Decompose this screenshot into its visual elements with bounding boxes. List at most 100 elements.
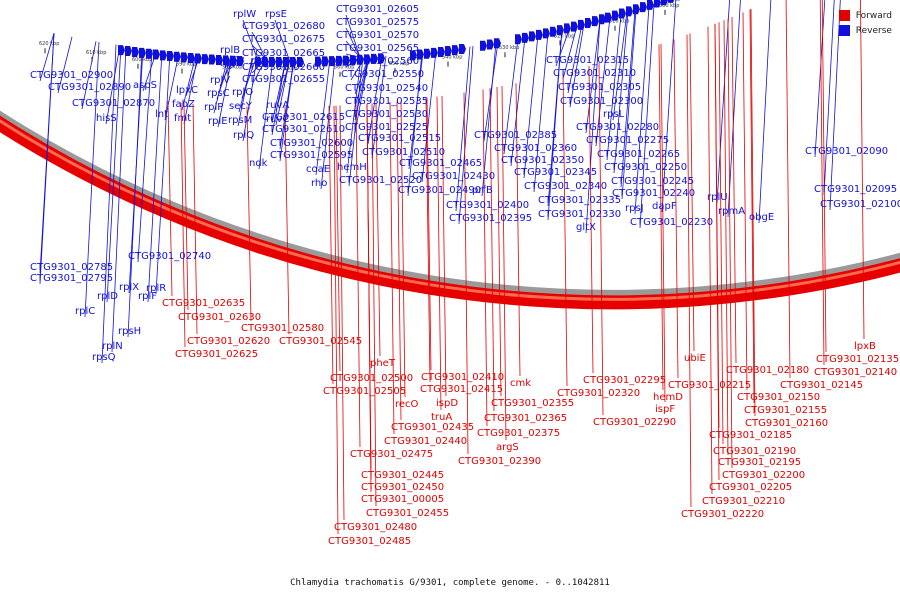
gene-leader-line [242, 58, 258, 142]
gene-label: CTG9301_02195 [718, 457, 801, 468]
reverse-gene-arrow [661, 0, 668, 6]
gene-leader-line [585, 19, 601, 234]
gene-label: CTG9301_02310 [553, 68, 636, 79]
reverse-gene-arrow [174, 51, 181, 62]
reverse-gene-arrow [322, 56, 329, 67]
legend: Forward Reverse [838, 8, 892, 38]
reverse-gene-arrow [564, 23, 571, 34]
gene-leader-line [727, 0, 741, 218]
backbone-inner-highlight [0, 119, 900, 301]
gene-leader-line [251, 44, 267, 59]
gene-label: hisS [96, 113, 117, 124]
reverse-gene-arrow [529, 31, 536, 42]
gene-label: CTG9301_02675 [242, 34, 325, 45]
gene-label: CTG9301_02580 [241, 323, 324, 334]
gene-leader-line [547, 29, 563, 221]
legend-reverse-label: Reverse [855, 25, 892, 36]
reverse-gene-arrow [626, 6, 633, 17]
gene-leader-line [355, 104, 361, 448]
reverse-gene-arrow [522, 32, 529, 43]
gene-label: CTG9301_02375 [477, 428, 560, 439]
gene-leader-line [354, 56, 370, 134]
scale-tick-label: 610 kbp [86, 50, 106, 56]
reverse-gene-arrow [216, 54, 223, 65]
gene-label: rplN [102, 341, 123, 352]
reverse-gene-arrow [599, 14, 606, 25]
gene-label: CTG9301_02445 [361, 470, 444, 481]
reverse-gene-arrow [146, 48, 153, 59]
gene-labels: CTG9301_02900CTG9301_02890CTG9301_02870a… [30, 4, 900, 547]
gene-leader-line [237, 57, 253, 127]
reverse-gene-arrow [371, 53, 378, 64]
gene-label: CTG9301_02245 [611, 176, 694, 187]
gene-label: CTG9301_02635 [162, 298, 245, 309]
gene-leader-line [275, 58, 291, 126]
gene-leader-line [127, 48, 143, 338]
reverse-gene-arrows [118, 0, 681, 67]
reverse-gene-arrow [350, 55, 357, 66]
reverse-gene-arrow [515, 34, 522, 45]
gene-label: rplR [146, 283, 166, 294]
gene-leader-line [718, 22, 724, 445]
reverse-gene-arrow [557, 25, 564, 36]
gene-label: rpmA [718, 206, 745, 217]
reverse-gene-arrow [223, 55, 230, 66]
reverse-gene-arrow [230, 55, 237, 66]
scale-tick-label: 510 kbp [609, 19, 629, 25]
reverse-gene-arrow [438, 46, 445, 57]
gene-leader-line [533, 32, 549, 193]
gene-leader-line [455, 46, 471, 212]
gene-leader-line [598, 63, 604, 416]
reverse-gene-arrow [237, 56, 244, 67]
gene-leader-line [333, 105, 339, 535]
gene-label: CTG9301_02345 [514, 167, 597, 178]
gene-label: CTG9301_02240 [612, 188, 695, 199]
gene-label: CTG9301_02335 [538, 195, 621, 206]
gene-leader-line [328, 106, 334, 385]
gene-label: CTG9301_02300 [560, 96, 643, 107]
label-leader-lines [39, 0, 865, 535]
gene-leader-line [503, 38, 519, 155]
gene-leader-line [396, 101, 402, 421]
reverse-gene-arrow [585, 18, 592, 29]
gene-label: CTG9301_02475 [350, 449, 433, 460]
gene-leader-line [217, 57, 233, 128]
gene-leader-line [562, 72, 568, 387]
reverse-gene-arrow [417, 49, 424, 60]
gene-label: CTG9301_02680 [242, 21, 325, 32]
gene-leader-line [426, 97, 432, 371]
reverse-gene-arrow [364, 54, 371, 65]
gene-leader-line [686, 34, 692, 508]
gene-leader-line [689, 33, 695, 352]
gene-label: ispD [436, 398, 458, 409]
reverse-gene-arrow [343, 55, 350, 66]
reverse-gene-arrow [357, 54, 364, 65]
gene-leader-line [588, 65, 594, 374]
gene-leader-line [441, 95, 447, 397]
gene-label: CTG9301_02265 [597, 149, 680, 160]
scale-tick-label: 520 kbp [554, 33, 574, 39]
reverse-gene-arrow [315, 56, 322, 67]
gene-leader-line [213, 56, 229, 114]
legend-forward: Forward [838, 8, 892, 23]
reverse-gene-arrow [459, 44, 466, 55]
gene-label: rpsL [603, 109, 625, 120]
gene-leader-line [315, 58, 331, 176]
gene-label: rplC [75, 306, 95, 317]
gene-label: CTG9301_02665 [242, 48, 325, 59]
gene-leader-line [366, 103, 372, 493]
gene-leader-line [421, 50, 437, 183]
gene-label: CTG9301_02330 [538, 209, 621, 220]
gene-label: fmt [174, 113, 191, 124]
reverse-gene-arrow [297, 56, 304, 67]
gene-label: CTG9301_02215 [668, 380, 751, 391]
gene-label: CTG9301_02525 [345, 122, 428, 133]
gene-label: CTG9301_02550 [341, 69, 424, 80]
gene-label: rplF [138, 291, 157, 302]
gene-leader-line [246, 106, 252, 322]
gene-leader-line [183, 102, 189, 311]
gene-label: rplX [119, 282, 139, 293]
gene-leader-line [620, 9, 636, 188]
